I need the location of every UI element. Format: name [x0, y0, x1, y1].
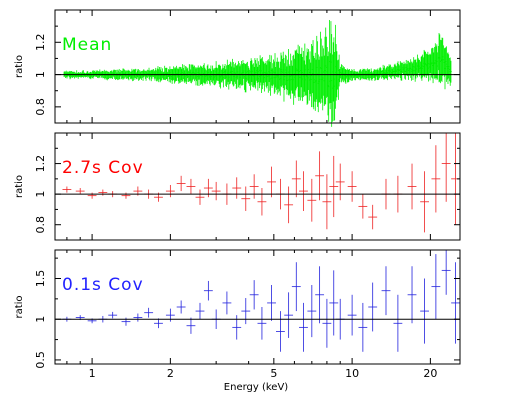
y-tick-label: 0.8	[34, 98, 47, 116]
panel-2: 0.8 1 1.2 ratio 2.7s Cov	[14, 132, 461, 241]
panel-label: Mean	[62, 35, 112, 55]
y-tick-label: 0.5	[34, 351, 47, 369]
panel-label: 0.1s Cov	[62, 275, 144, 295]
y-tick-label: 1.2	[34, 155, 47, 173]
panel-3: 1 2 5 10 20 0.5 1 1.5 ratio 0.1s Cov	[14, 249, 461, 380]
x-axis-label: Energy (keV)	[224, 382, 289, 393]
y-tick-label: 1	[34, 316, 47, 323]
x-tick-label: 10	[345, 367, 359, 380]
plot-frame	[54, 132, 461, 241]
y-axis-label: ratio	[14, 55, 25, 78]
panel-label: 2.7s Cov	[62, 158, 144, 178]
y-ticks	[55, 132, 460, 241]
data-series	[62, 250, 460, 352]
y-ticks	[55, 9, 460, 124]
y-tick-label: 1.5	[34, 270, 47, 288]
plot-frame	[54, 9, 461, 124]
plot-frame	[54, 249, 461, 365]
data-series	[63, 19, 452, 127]
x-ticks	[66, 250, 431, 364]
x-ticks	[66, 133, 431, 240]
x-ticks	[66, 10, 431, 123]
panel-1: 0.8 1 1.2 ratio Mean	[14, 9, 461, 127]
data-series	[62, 133, 460, 233]
x-tick-label: 2	[167, 367, 174, 380]
x-tick-label: 20	[423, 367, 437, 380]
y-tick-label: 1.2	[34, 34, 47, 52]
y-axis-label: ratio	[14, 295, 25, 318]
x-tick-label: 5	[270, 367, 277, 380]
x-tick-label: 1	[89, 367, 96, 380]
y-tick-label: 0.8	[34, 216, 47, 234]
y-tick-label: 1	[34, 71, 47, 78]
y-tick-label: 1	[34, 191, 47, 198]
y-ticks	[55, 257, 460, 361]
y-axis-label: ratio	[14, 175, 25, 198]
